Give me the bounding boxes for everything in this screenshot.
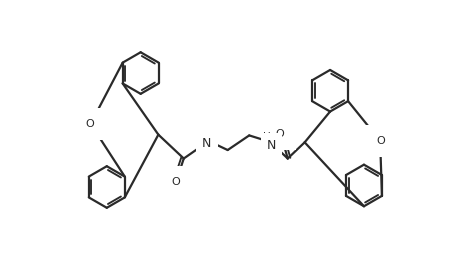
Text: O: O — [377, 136, 385, 146]
Text: O: O — [85, 119, 94, 129]
Text: N: N — [267, 139, 276, 152]
Text: O: O — [172, 177, 181, 187]
Text: H: H — [263, 132, 271, 142]
Text: O: O — [276, 129, 284, 139]
Text: H: H — [207, 130, 215, 140]
Text: N: N — [202, 137, 212, 150]
